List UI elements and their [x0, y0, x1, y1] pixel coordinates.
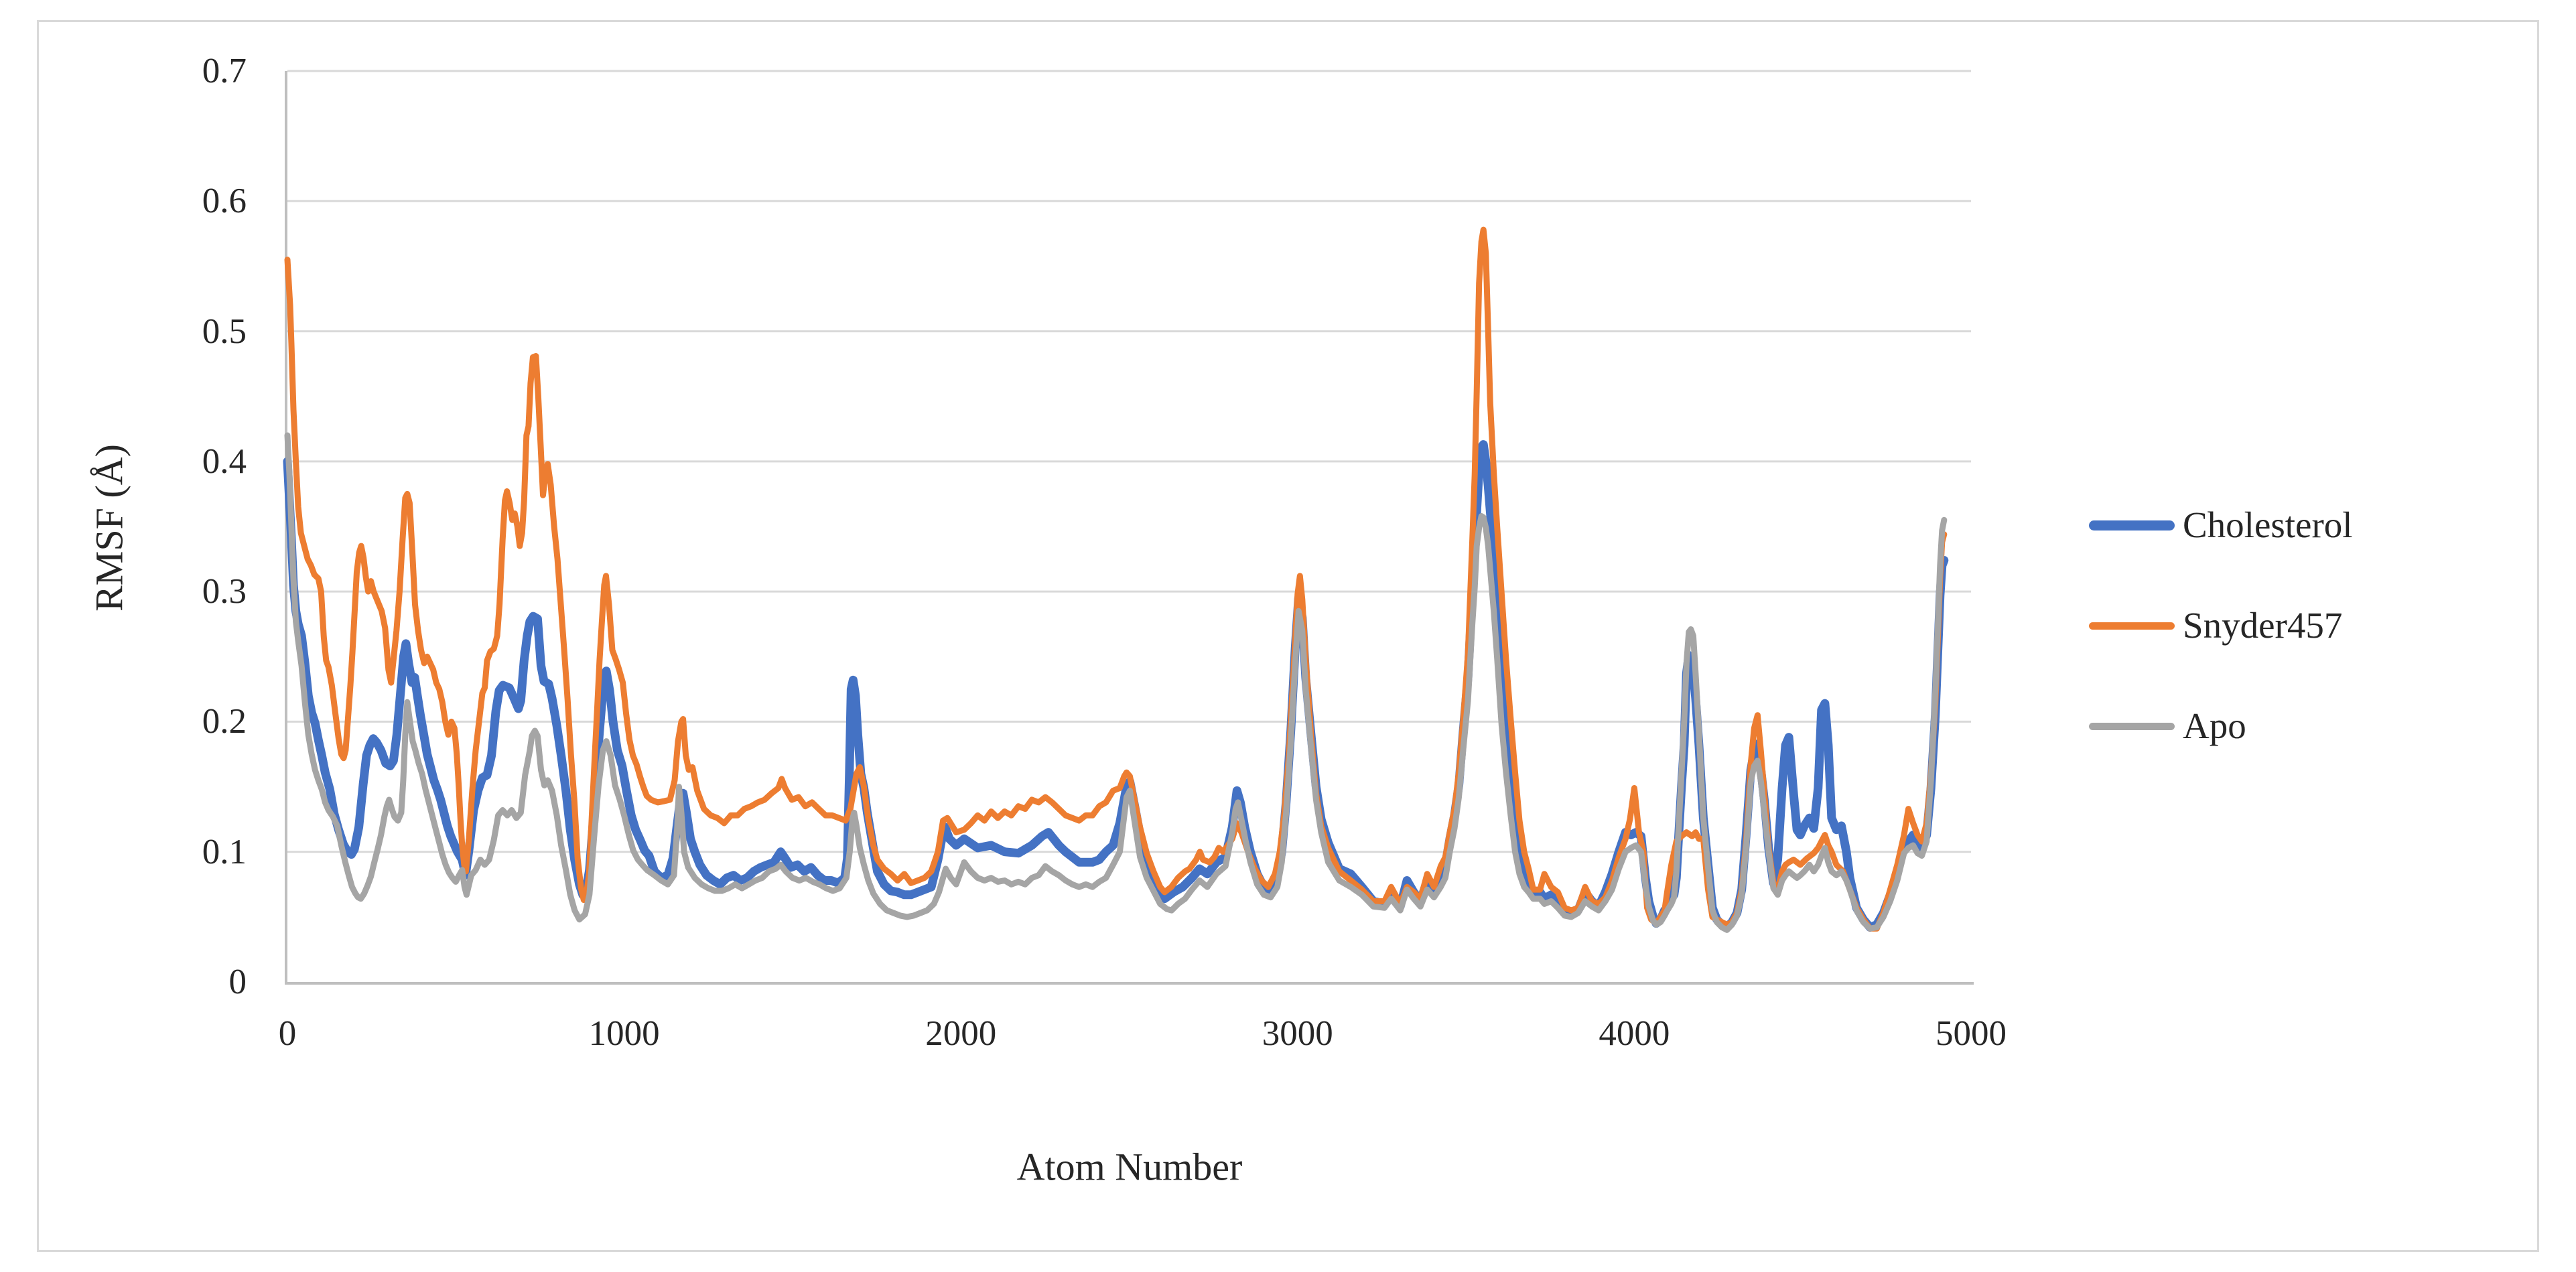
x-axis-line [285, 982, 1974, 985]
x-tick-label-3000: 3000 [1262, 1014, 1333, 1053]
x-tick-label-4000: 4000 [1599, 1014, 1670, 1053]
y-tick-label-0.6: 0.6 [202, 182, 247, 221]
chart-outer-border [37, 20, 2539, 1252]
legend-item-cholesterol: Cholesterol [2089, 504, 2353, 547]
cholesterol-line-swatch-icon [2089, 520, 2175, 531]
legend-item-snyder457: Snyder457 [2089, 604, 2353, 647]
plot-area [283, 70, 1971, 982]
apo-line-swatch-icon [2089, 722, 2175, 730]
chart-legend: Cholesterol Snyder457 Apo [2089, 504, 2353, 748]
rmsf-line-chart-svg [283, 70, 1971, 933]
x-tick-label-1000: 1000 [588, 1014, 660, 1053]
x-tick-label-2000: 2000 [925, 1014, 997, 1053]
x-axis-title: Atom Number [1016, 1145, 1243, 1189]
y-tick-label-0.1: 0.1 [202, 832, 247, 871]
legend-label: Cholesterol [2183, 504, 2353, 545]
y-tick-label-0.7: 0.7 [202, 52, 247, 90]
y-tick-label-0.3: 0.3 [202, 572, 247, 612]
y-tick-label-0: 0 [228, 963, 247, 1001]
y-axis-line [285, 71, 287, 985]
x-tick-label-5000: 5000 [1936, 1014, 2007, 1053]
legend-label: Apo [2183, 705, 2246, 746]
x-tick-label-0: 0 [278, 1014, 297, 1053]
snyder457-line-swatch-icon [2089, 622, 2175, 630]
legend-label: Snyder457 [2183, 605, 2343, 646]
y-tick-label-0.4: 0.4 [202, 441, 247, 481]
y-tick-label-0.5: 0.5 [202, 311, 247, 351]
series-line-apo [284, 432, 1948, 933]
legend-item-apo: Apo [2089, 705, 2353, 748]
y-axis-title: RMSF (Å) [87, 444, 131, 612]
y-tick-label-0.2: 0.2 [202, 702, 247, 741]
